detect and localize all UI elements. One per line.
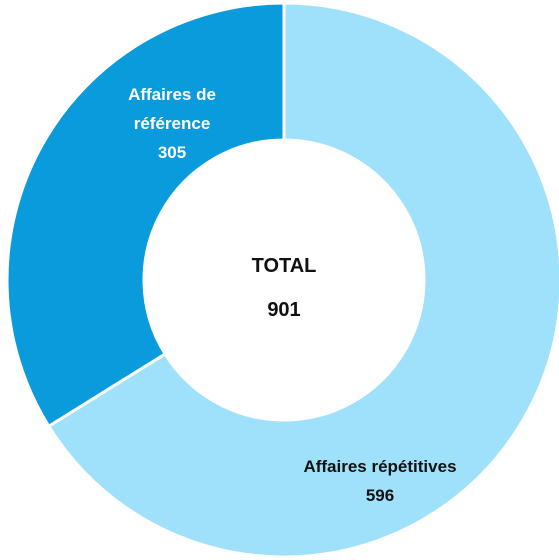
category-label: Affaires répétitives bbox=[303, 457, 457, 476]
slice bbox=[5, 1, 286, 429]
category-label: Affaires de référence bbox=[128, 85, 216, 133]
slice-label: Affaires de référence 305 bbox=[113, 80, 231, 167]
value-label: 305 bbox=[157, 143, 187, 162]
slice bbox=[46, 1, 559, 559]
center-label: TOTAL 901 bbox=[184, 244, 384, 332]
value-label: 596 bbox=[365, 486, 395, 505]
slice-label: Affaires répétitives 596 bbox=[280, 452, 480, 510]
center-title: TOTAL bbox=[251, 255, 317, 277]
center-value: 901 bbox=[267, 299, 301, 321]
